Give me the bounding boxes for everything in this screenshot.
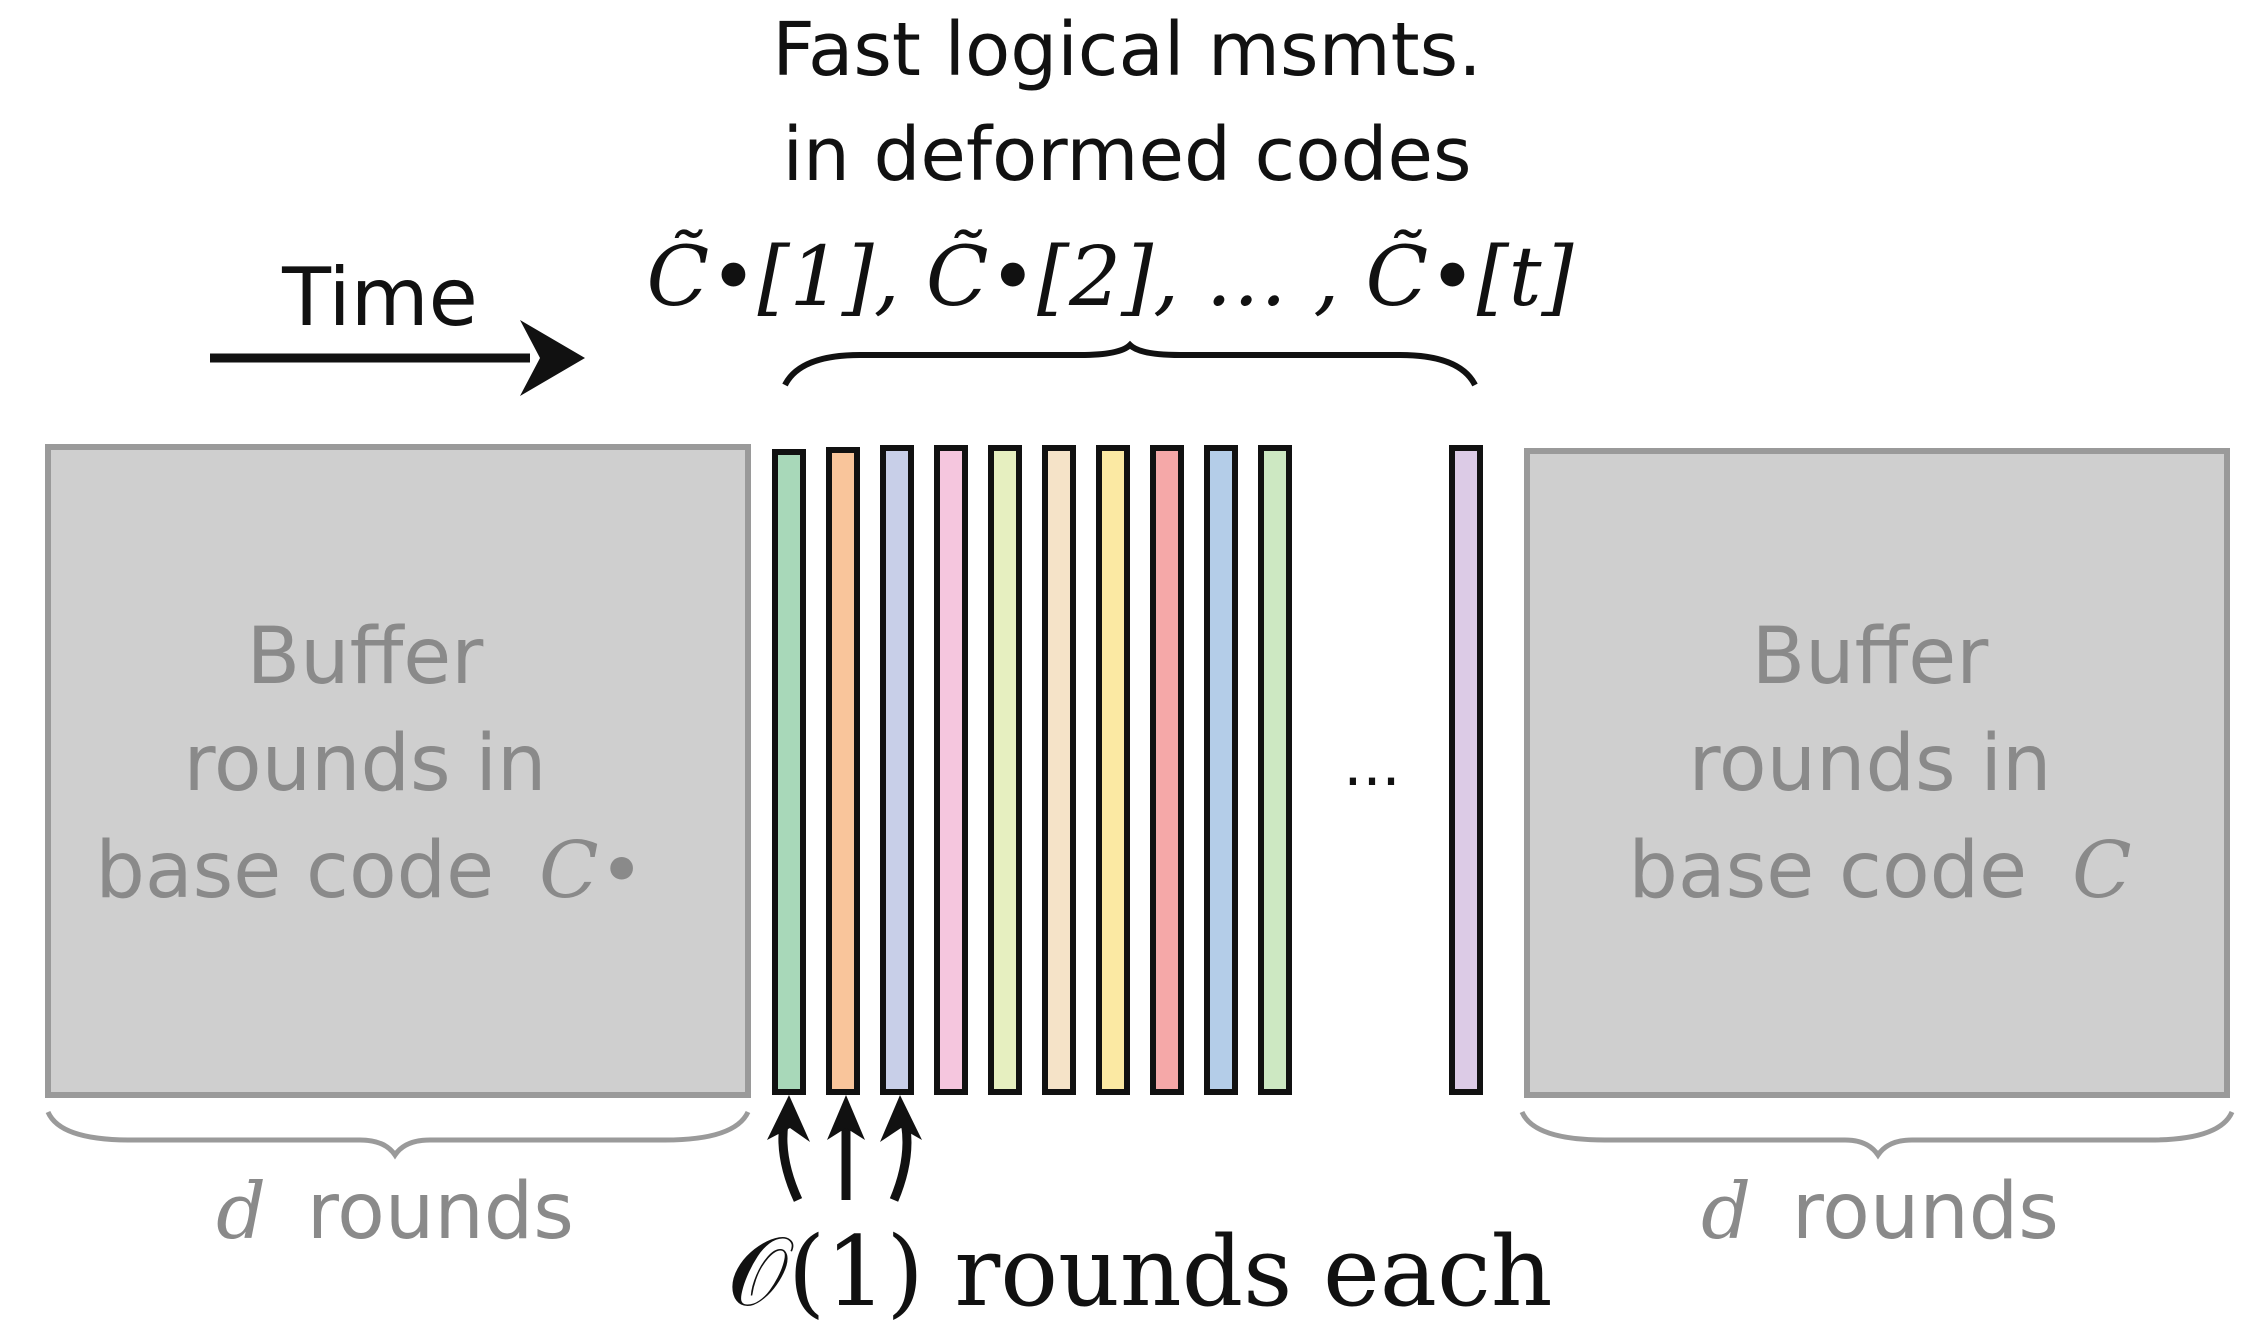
- left-rounds-caption: d rounds: [216, 1167, 574, 1257]
- top-label-line1: Fast logical msmts.: [772, 7, 1482, 93]
- small-arrow-2-head: [827, 1095, 865, 1140]
- small-arrow-1-head: [767, 1095, 810, 1142]
- code-t: C̃•[t]: [1365, 229, 1574, 325]
- strips: [772, 445, 1483, 1095]
- time-arrow: [210, 320, 585, 396]
- left-bottom-brace: [45, 1110, 751, 1160]
- strip-8: [1150, 445, 1184, 1095]
- code-2: C̃•[2],: [926, 229, 1179, 325]
- deformed-codes-list: C̃•[1], C̃•[2], … , C̃•[t]: [646, 229, 1574, 325]
- strips-ellipsis: ...: [1343, 730, 1400, 800]
- left-buffer-line3: base code C•: [95, 826, 644, 916]
- top-brace: [782, 340, 1478, 387]
- right-rounds-var: d: [1701, 1167, 1751, 1257]
- strip-1: [772, 449, 806, 1095]
- left-rounds-var: d: [216, 1167, 266, 1257]
- code-1: C̃•[1],: [646, 229, 899, 325]
- left-base-code-symbol: C•: [539, 826, 645, 916]
- right-buffer-line1: Buffer: [1752, 612, 1990, 702]
- right-buffer-block: [1524, 448, 2230, 1098]
- strip-5: [988, 445, 1022, 1095]
- strip-6: [1042, 445, 1076, 1095]
- small-arrows: [767, 1095, 922, 1202]
- right-base-code-text: base code: [1628, 826, 2027, 916]
- left-rounds-text: rounds: [307, 1167, 574, 1257]
- right-rounds-text: rounds: [1792, 1167, 2059, 1257]
- strip-10: [1258, 445, 1292, 1095]
- strip-3: [880, 445, 914, 1095]
- right-rounds-caption: d rounds: [1701, 1167, 2059, 1257]
- left-buffer-line2: rounds in: [184, 719, 547, 809]
- left-buffer-line1: Buffer: [247, 612, 485, 702]
- right-buffer-line2: rounds in: [1689, 719, 2052, 809]
- left-base-code-text: base code: [95, 826, 494, 916]
- top-label-line2: in deformed codes: [782, 112, 1471, 198]
- small-arrow-3-head: [880, 1095, 922, 1142]
- strip-9: [1204, 445, 1238, 1095]
- strip-2: [826, 447, 860, 1095]
- right-buffer-line3: base code C: [1628, 826, 2131, 916]
- bottom-caption: 𝒪(1) rounds each: [727, 1216, 1552, 1326]
- strip-t: [1449, 445, 1483, 1095]
- right-base-code-symbol: C: [2072, 826, 2132, 916]
- code-ellipsis: … ,: [1205, 230, 1339, 325]
- left-buffer-block: [45, 444, 751, 1098]
- right-bottom-brace: [1519, 1110, 2235, 1160]
- time-label: Time: [281, 251, 478, 344]
- strip-4: [934, 445, 968, 1095]
- strip-7: [1096, 445, 1130, 1095]
